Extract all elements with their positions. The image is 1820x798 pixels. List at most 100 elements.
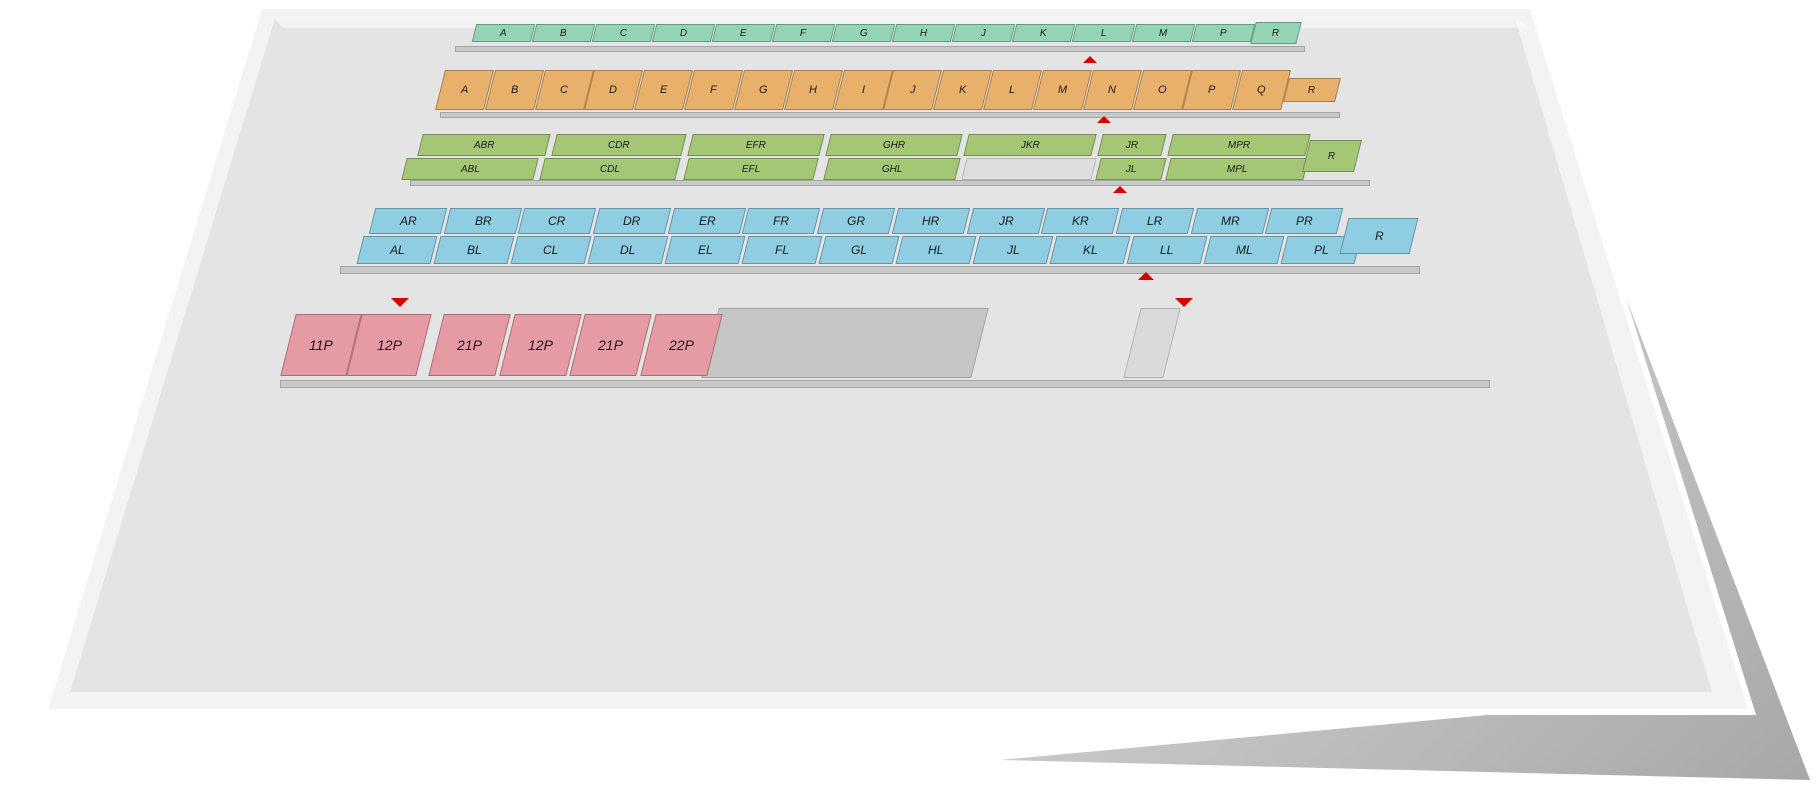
row2-marker-icon xyxy=(1097,116,1111,123)
row1-cell-3[interactable]: D xyxy=(651,24,716,42)
row4-bottom-2[interactable]: CL xyxy=(510,236,592,264)
row5-left-x-3-label: 22P xyxy=(668,337,694,353)
row4-top-5[interactable]: FR xyxy=(742,208,821,234)
row3-top-2[interactable]: EFR xyxy=(687,134,825,156)
row4-top-9[interactable]: KR xyxy=(1040,208,1120,234)
row4-bottom-10-label: LL xyxy=(1160,243,1174,257)
row4-top-7[interactable]: HR xyxy=(891,208,970,234)
row5-left-x-1[interactable]: 12P xyxy=(498,314,581,376)
row1-cell-2[interactable]: C xyxy=(591,24,656,42)
row3-top-5[interactable]: JR xyxy=(1097,134,1167,156)
row2-cell-end[interactable]: R xyxy=(1283,78,1341,102)
row2-cell-12-label: M xyxy=(1057,84,1067,96)
row4-bottom-9[interactable]: KL xyxy=(1049,236,1131,264)
row1-cell-6-label: G xyxy=(859,27,868,39)
row2-cell-13[interactable]: N xyxy=(1082,70,1142,110)
row4-bottom-4[interactable]: EL xyxy=(664,236,746,264)
rail-row4 xyxy=(340,266,1420,274)
row2-cell-16-label: Q xyxy=(1257,84,1266,96)
row5-left-x-2[interactable]: 21P xyxy=(569,314,652,376)
row2-cell-11-label: L xyxy=(1009,84,1016,96)
row1-cell-0[interactable]: A xyxy=(471,24,536,42)
row3-top-6[interactable]: MPR xyxy=(1167,134,1311,156)
row3-cell-end[interactable]: R xyxy=(1302,140,1362,172)
row3-bottom-1[interactable]: CDL xyxy=(539,158,681,180)
row1-cell-1[interactable]: B xyxy=(531,24,596,42)
row4-bottom-1[interactable]: BL xyxy=(433,236,515,264)
row3-top-3[interactable]: GHR xyxy=(825,134,963,156)
row4-top-4[interactable]: ER xyxy=(667,208,746,234)
row2-cell-6[interactable]: G xyxy=(733,70,793,110)
row2-cell-16[interactable]: Q xyxy=(1232,70,1291,110)
row1-cell-10[interactable]: L xyxy=(1071,24,1136,42)
row4-top-6[interactable]: GR xyxy=(816,208,896,234)
row4-top-6-label: GR xyxy=(846,214,865,228)
row3-bottom-3[interactable]: GHL xyxy=(823,158,961,180)
row4-bottom-8[interactable]: JL xyxy=(972,236,1054,264)
row5-left-1[interactable]: 12P xyxy=(346,314,432,376)
row4-bottom-0-label: AL xyxy=(389,243,405,257)
row2-cell-1[interactable]: B xyxy=(484,70,544,110)
row4-bottom-5[interactable]: FL xyxy=(741,236,823,264)
row4-bottom-12-label: PL xyxy=(1313,243,1329,257)
row4-top-10[interactable]: LR xyxy=(1115,208,1194,234)
row1-cell-5[interactable]: F xyxy=(771,24,836,42)
row4-top-0[interactable]: AR xyxy=(368,208,447,234)
row4-bottom-3[interactable]: DL xyxy=(587,236,669,264)
row2-cell-4[interactable]: E xyxy=(634,70,694,110)
row1-cell-9[interactable]: K xyxy=(1011,24,1076,42)
row3-top-4[interactable]: JKR xyxy=(963,134,1097,156)
row2-cell-11[interactable]: L xyxy=(983,70,1042,110)
row1-cell-1-label: B xyxy=(560,27,567,39)
row5-left-x-0[interactable]: 21P xyxy=(428,314,511,376)
row1-cell-12[interactable]: P xyxy=(1191,24,1256,42)
row4-cell-end[interactable]: R xyxy=(1339,218,1419,254)
row4-cell-end-label: R xyxy=(1374,229,1384,243)
row3-bottom-4-label: JL xyxy=(1125,163,1137,175)
row4-top-8-label: JR xyxy=(998,214,1013,228)
row4-top-1-label: BR xyxy=(474,214,491,228)
row3-bottom-0[interactable]: ABL xyxy=(401,158,539,180)
row4-bottom-10[interactable]: LL xyxy=(1126,236,1208,264)
row2-cell-0[interactable]: A xyxy=(435,70,494,110)
row3-top-0[interactable]: ABR xyxy=(417,134,551,156)
row5-left-0-label: 11P xyxy=(309,337,333,353)
row4-top-12[interactable]: PR xyxy=(1265,208,1344,234)
row2-cell-7[interactable]: H xyxy=(783,70,843,110)
row1-cell-7[interactable]: H xyxy=(891,24,956,42)
row4-bottom-0[interactable]: AL xyxy=(356,236,438,264)
row4-bottom-6[interactable]: GL xyxy=(818,236,900,264)
row4-top-2[interactable]: CR xyxy=(518,208,597,234)
row5-left-x-2-label: 21P xyxy=(597,337,623,353)
row2-cell-7-label: H xyxy=(809,84,818,96)
row1-cell-end[interactable]: R xyxy=(1250,22,1302,44)
row2-cell-6-label: G xyxy=(759,84,768,96)
rail-row5 xyxy=(280,380,1490,388)
row2-cell-12[interactable]: M xyxy=(1032,70,1092,110)
row3-bottom-2[interactable]: EFL xyxy=(683,158,819,180)
row4-bottom-8-label: JL xyxy=(1006,243,1020,257)
row2-cell-5[interactable]: F xyxy=(684,70,743,110)
row2-cell-10[interactable]: K xyxy=(933,70,993,110)
row4-top-1[interactable]: BR xyxy=(443,208,522,234)
row3-bottom-5[interactable]: MPL xyxy=(1165,158,1309,180)
row3-top-1-label: CDR xyxy=(608,139,630,151)
row5-gap-zone xyxy=(1123,308,1181,378)
row3-top-1[interactable]: CDR xyxy=(551,134,687,156)
row4-top-7-label: HR xyxy=(922,214,940,228)
row2-cell-2-label: C xyxy=(560,84,569,96)
row2-cell-5-label: F xyxy=(710,84,717,96)
row4-bottom-7[interactable]: HL xyxy=(895,236,977,264)
row1-cell-8[interactable]: J xyxy=(951,24,1016,42)
row1-cell-5-label: F xyxy=(800,27,807,39)
row4-bottom-7-label: HL xyxy=(928,243,944,257)
row1-cell-6[interactable]: G xyxy=(831,24,896,42)
row1-cell-4[interactable]: E xyxy=(711,24,776,42)
row4-top-3[interactable]: DR xyxy=(592,208,671,234)
row1-cell-11[interactable]: M xyxy=(1131,24,1196,42)
row4-top-8[interactable]: JR xyxy=(966,208,1045,234)
row4-top-11[interactable]: MR xyxy=(1190,208,1269,234)
row3-bottom-4[interactable]: JL xyxy=(1095,158,1167,180)
row4-bottom-11[interactable]: ML xyxy=(1203,236,1285,264)
